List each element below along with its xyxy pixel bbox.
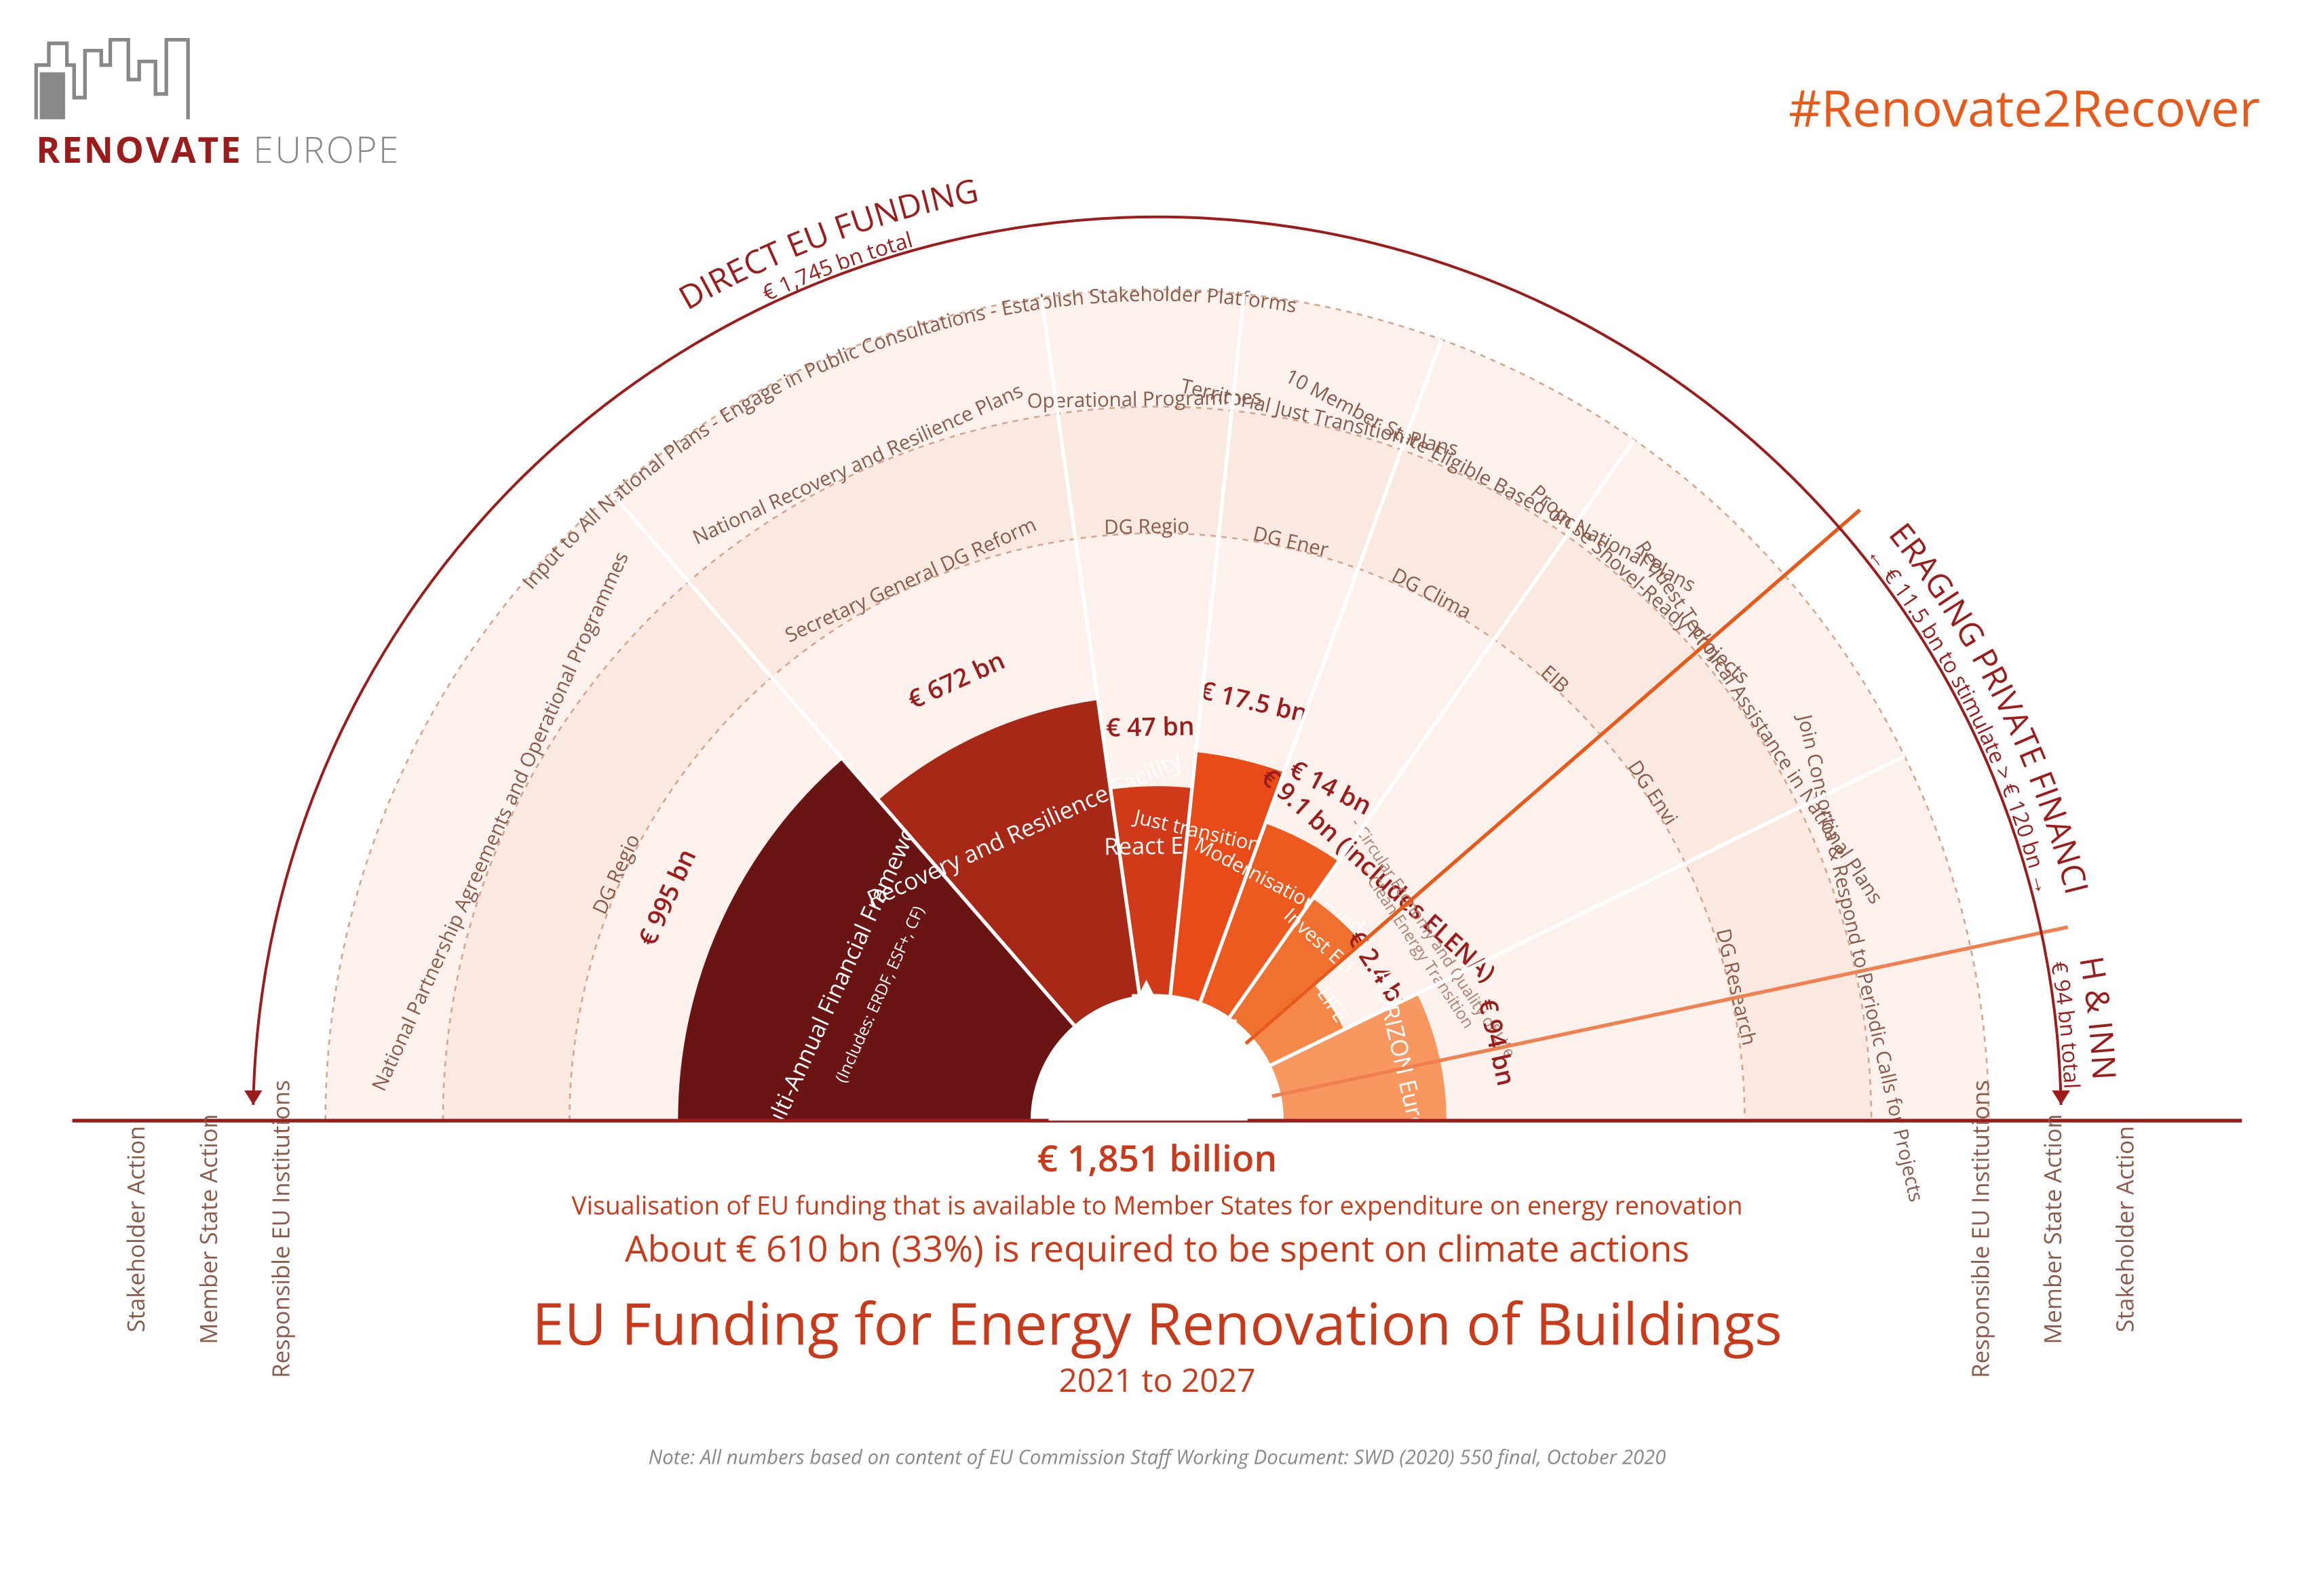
corner-label: Stakeholder Action: [2109, 1126, 2141, 1332]
corner-label: Member State Action: [193, 1114, 225, 1344]
corner-label: Responsible EU Institutions: [265, 1080, 296, 1378]
logo: RENOVATEEUROPE: [36, 40, 400, 174]
tagline: Visualisation of EU funding that is avai…: [571, 1188, 1742, 1222]
climate-line: About € 610 bn (33%) is required to be s…: [625, 1223, 1689, 1272]
slice-amount: € 47 bn: [1106, 708, 1195, 744]
title-years: 2021 to 2027: [1058, 1358, 1255, 1402]
total-amount: € 1,851 billion: [1037, 1133, 1277, 1182]
corner-label: Stakeholder Action: [120, 1126, 152, 1332]
ring1-label: DG Regio: [1104, 511, 1189, 540]
funding-infographic: Multi-Annual Financial Framework(Include…: [0, 0, 2314, 1596]
main-title: EU Funding for Energy Renovation of Buil…: [532, 1283, 1782, 1362]
footnote: Note: All numbers based on content of EU…: [649, 1443, 1666, 1470]
logo-text: RENOVATEEUROPE: [36, 124, 400, 174]
corner-label: Responsible EU Institutions: [1964, 1080, 1996, 1378]
hashtag: #Renovate2Recover: [1788, 73, 2260, 142]
corner-label: Member State Action: [2037, 1114, 2069, 1344]
